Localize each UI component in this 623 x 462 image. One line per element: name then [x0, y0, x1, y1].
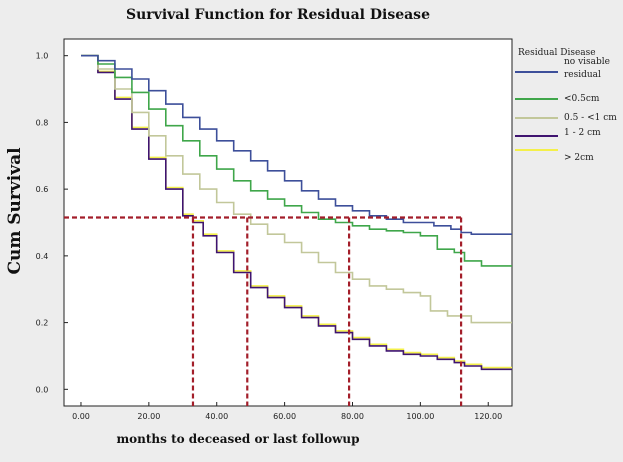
legend-entry: > 2cm — [564, 153, 594, 163]
y-tick-label: 0.8 — [36, 118, 49, 127]
x-axis-label: months to deceased or last followup — [116, 432, 359, 446]
legend-entry: 1 - 2 cm — [564, 128, 601, 138]
series-line — [81, 54, 512, 235]
y-tick-label: 0.4 — [36, 252, 49, 261]
x-tick-label: 80.00 — [341, 412, 364, 421]
x-tick-label: 0.00 — [72, 412, 90, 421]
x-axis: 0.00 20.00 40.00 60.00 80.00 100.00 120.00 — [72, 402, 502, 421]
series-line — [81, 54, 512, 371]
legend-entry: <0.5cm — [564, 94, 600, 104]
legend-title: Residual Disease — [518, 48, 596, 58]
y-tick-label: 0.6 — [36, 185, 49, 194]
x-tick-label: 40.00 — [205, 412, 228, 421]
y-axis: 0.0 0.2 0.4 0.6 0.8 1.0 — [36, 52, 68, 394]
legend: Residual Disease no visable residual <0.5c… — [515, 48, 617, 163]
y-axis-label: Cum Survival — [5, 147, 25, 275]
x-tick-label: 120.00 — [474, 412, 502, 421]
series-layer — [81, 54, 512, 371]
x-tick-label: 100.00 — [406, 412, 434, 421]
plot-area — [63, 38, 513, 407]
legend-entry: 0.5 - <1 cm — [564, 113, 617, 123]
series-line — [81, 54, 512, 267]
y-tick-label: 0.0 — [36, 385, 49, 394]
legend-entry: no visable residual — [564, 57, 610, 80]
y-tick-label: 1.0 — [36, 52, 49, 61]
series-line — [81, 54, 512, 324]
reference-lines — [64, 216, 463, 406]
x-tick-label: 20.00 — [137, 412, 160, 421]
y-tick-label: 0.2 — [36, 319, 49, 328]
chart-title: Survival Function for Residual Disease — [126, 7, 430, 23]
x-tick-label: 60.00 — [273, 412, 296, 421]
